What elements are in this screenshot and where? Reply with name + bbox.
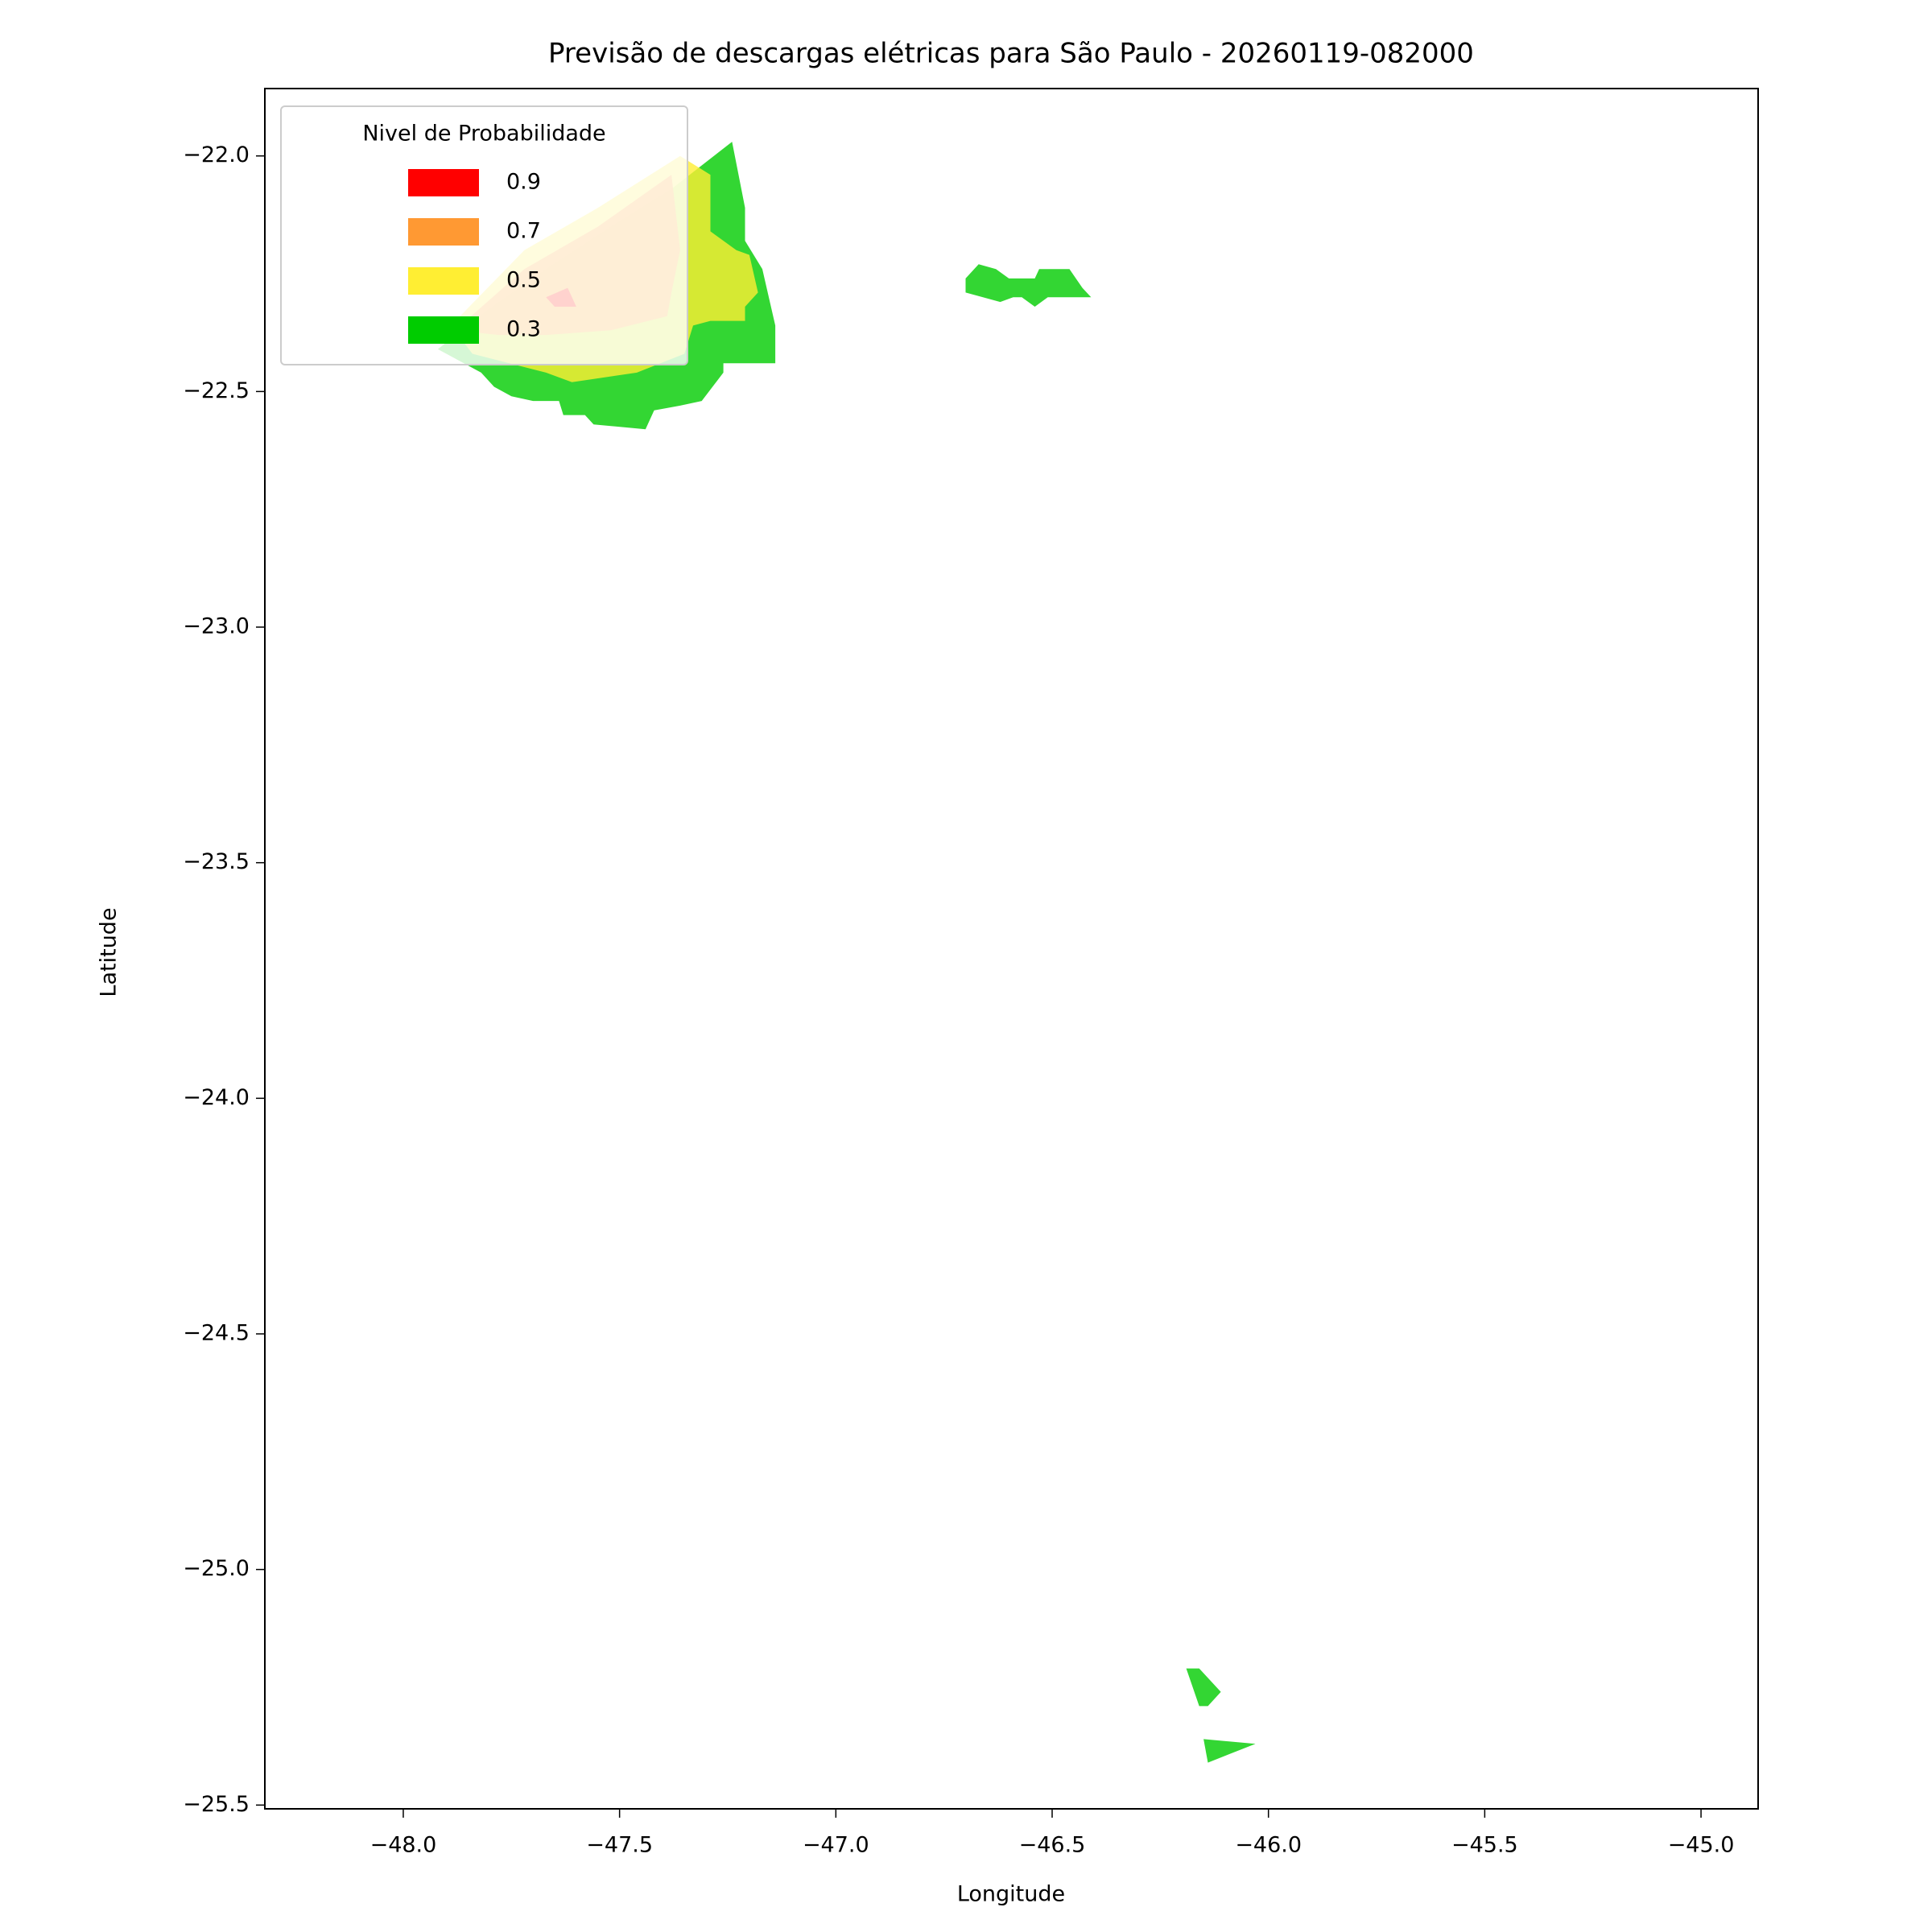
y-tick-label: −25.5	[183, 1792, 250, 1817]
chart-title: Previsão de descargas elétricas para São…	[548, 38, 1474, 70]
x-tick-label: −48.0	[370, 1833, 437, 1858]
y-tick-label: −22.0	[183, 142, 250, 167]
legend-swatch	[408, 169, 479, 196]
y-axis-label: Latitude	[97, 907, 122, 997]
x-tick-label: −47.0	[803, 1833, 869, 1858]
plot-area	[437, 142, 1256, 1763]
x-tick-label: −45.5	[1451, 1833, 1518, 1858]
y-tick-label: −25.0	[183, 1556, 250, 1581]
legend-box	[280, 105, 688, 365]
y-tick-label: −22.5	[183, 378, 250, 403]
y-tick-label: −23.5	[183, 849, 250, 874]
legend-swatch	[408, 267, 479, 295]
legend-swatch	[408, 218, 479, 246]
x-tick-label: −46.0	[1235, 1833, 1302, 1858]
x-tick-label: −47.5	[586, 1833, 653, 1858]
x-tick-label: −46.5	[1019, 1833, 1086, 1858]
legend-title: Nivel de Probabilidade	[362, 122, 605, 147]
legend-label: 0.9	[506, 170, 541, 195]
y-tick-label: −23.0	[183, 614, 250, 639]
axes-frame	[264, 88, 1759, 1810]
contour-region	[1186, 1668, 1221, 1707]
contour-region	[965, 264, 1092, 307]
y-tick-label: −24.5	[183, 1320, 250, 1345]
x-axis-label: Longitude	[957, 1882, 1065, 1907]
contour-region	[1203, 1739, 1256, 1763]
legend-swatch	[408, 316, 479, 344]
legend-label: 0.7	[506, 219, 541, 244]
x-tick-label: −45.0	[1668, 1833, 1735, 1858]
y-tick-label: −24.0	[183, 1085, 250, 1110]
legend: Nivel de Probabilidade 0.9 0.7 0.5 0.3	[280, 105, 688, 365]
legend-label: 0.3	[506, 317, 541, 342]
axes: −48.0 −47.5 −47.0 −46.5 −46.0 −45.5 −45.0 −22.0…	[183, 88, 1759, 1858]
legend-label: 0.5	[506, 268, 541, 293]
